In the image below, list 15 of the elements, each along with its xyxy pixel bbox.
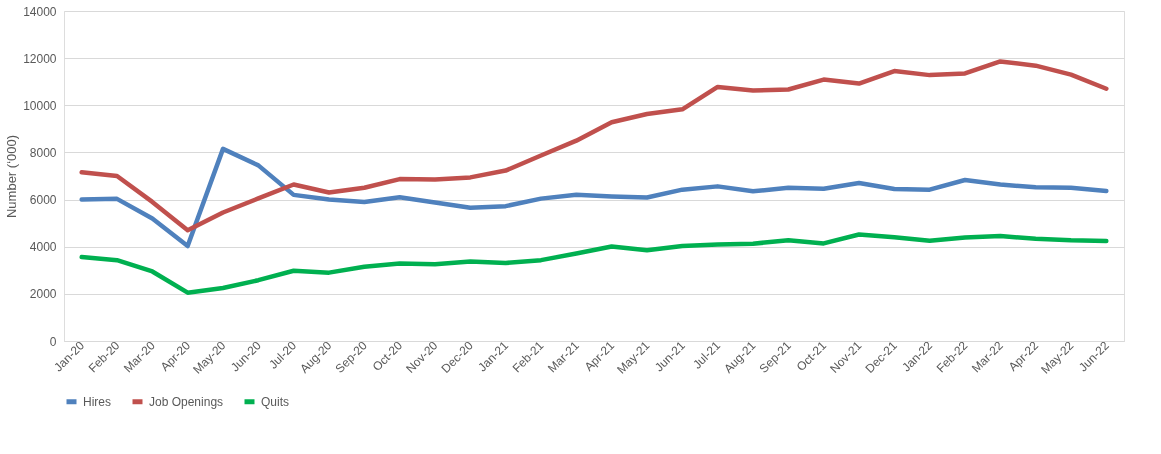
y-tick-label: 0 — [49, 334, 57, 349]
y-tick-label: 10000 — [23, 98, 57, 113]
line-series — [79, 146, 1109, 249]
legend-label: Job Openings — [149, 394, 224, 409]
y-tick-label: 8000 — [29, 145, 57, 160]
y-tick-label: 14000 — [23, 4, 57, 19]
y-tick-label: 4000 — [29, 240, 57, 255]
line-series — [79, 59, 1109, 233]
y-axis-title: Number (‘000) — [4, 134, 20, 219]
line-series — [79, 232, 1109, 295]
y-tick-label: 2000 — [29, 287, 57, 302]
legend-label: Hires — [83, 394, 112, 409]
legend-label: Quits — [261, 394, 290, 409]
y-tick-label: 6000 — [29, 193, 57, 208]
y-tick-label: 12000 — [23, 51, 57, 66]
